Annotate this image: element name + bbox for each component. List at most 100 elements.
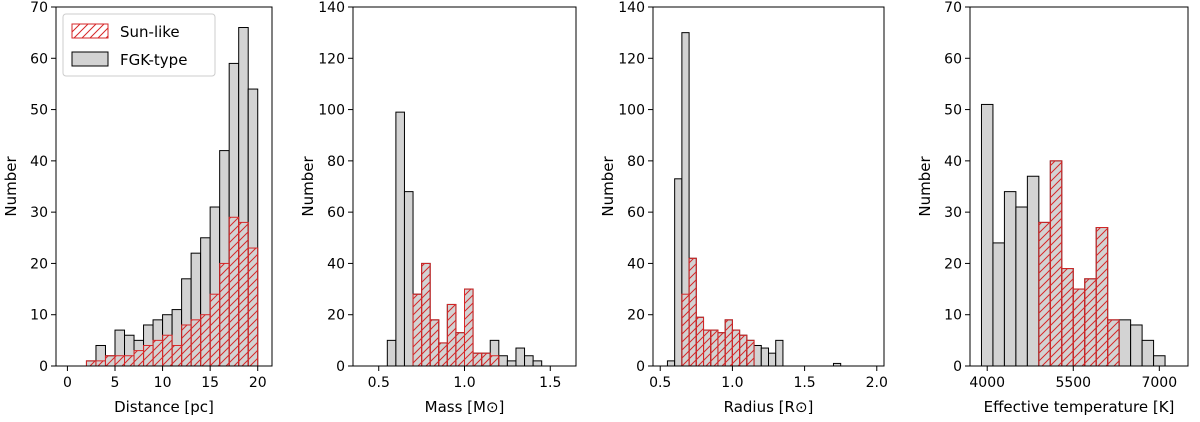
bar-sun-like-mass-5 — [429, 319, 440, 367]
bar-sun-like-distance-15 — [228, 216, 240, 367]
x-tick-label-mass-1: 1.0 — [453, 375, 475, 391]
y-tick-label-radius-4: 80 — [627, 154, 645, 170]
bar-sun-like-radius-5 — [703, 329, 712, 367]
bar-sun-like-radius-8 — [724, 319, 733, 367]
legend-label-sun-like: Sun-like — [120, 23, 180, 41]
bar-sun-like-teff-6 — [1049, 160, 1063, 367]
bar-fgk-radius-14 — [768, 352, 777, 367]
bar-fgk-mass-0 — [386, 339, 397, 367]
x-axis-label-distance: Distance [pc] — [114, 398, 214, 416]
bar-sun-like-radius-2 — [681, 293, 690, 367]
bar-fgk-teff-3 — [1015, 206, 1028, 367]
y-tick-label-radius-7: 140 — [618, 0, 645, 16]
y-tick-label-distance-3: 30 — [30, 205, 48, 221]
x-tick-label-teff-2: 7000 — [1141, 375, 1177, 391]
x-tick-label-distance-2: 10 — [154, 375, 172, 391]
x-axis-label-mass: Mass [M⊙] — [425, 398, 505, 416]
bar-fgk-radius-1 — [674, 178, 683, 367]
x-tick-label-radius-0: 0.5 — [649, 375, 671, 391]
y-tick-label-radius-6: 120 — [618, 51, 645, 67]
y-axis-label-distance: Number — [2, 156, 20, 217]
x-tick-label-radius-1: 1.0 — [721, 375, 743, 391]
bar-fgk-teff-4 — [1026, 175, 1040, 367]
bar-fgk-teff-15 — [1153, 355, 1166, 367]
bar-fgk-teff-12 — [1118, 319, 1132, 367]
y-tick-label-radius-5: 100 — [618, 103, 645, 119]
bar-sun-like-mass-10 — [472, 352, 483, 367]
bar-sun-like-distance-1 — [95, 360, 106, 367]
axes-frame-radius — [652, 6, 885, 367]
x-tick-label-distance-1: 5 — [111, 375, 120, 391]
panel-mass: 0.5 1.0 1.5 0 20 40 60 80 100 120 140 Mass [M⊙] Numb… — [299, 0, 577, 416]
bar-fgk-mass-14 — [506, 360, 517, 367]
y-tick-label-teff-3: 30 — [944, 205, 962, 221]
bar-fgk-radius-0 — [666, 360, 676, 367]
bar-fgk-radius-15 — [775, 339, 784, 367]
panel-radius: 0.5 1.0 1.5 2.0 0 20 40 60 80 100 120 140 Radius [R⊙… — [599, 0, 888, 416]
bar-sun-like-mass-4 — [421, 262, 431, 367]
bar-sun-like-radius-6 — [710, 329, 719, 367]
y-tick-label-mass-4: 80 — [327, 154, 345, 170]
bar-sun-like-distance-5 — [133, 350, 145, 367]
bar-fgk-teff-1 — [992, 242, 1005, 367]
panel-teff: 4000 5500 7000 0 10 20 30 40 50 60 70 Effective tem… — [916, 0, 1189, 416]
bar-sun-like-distance-17 — [247, 247, 259, 367]
bar-sun-like-radius-9 — [731, 329, 741, 367]
y-tick-label-radius-0: 0 — [636, 359, 645, 375]
bar-sun-like-distance-12 — [200, 314, 211, 367]
bar-fgk-mass-13 — [498, 355, 508, 367]
bar-sun-like-mass-11 — [481, 352, 491, 367]
x-axis-label-teff: Effective temperature [K] — [984, 398, 1175, 416]
bar-fgk-teff-0 — [980, 103, 994, 367]
bar-sun-like-mass-8 — [455, 332, 465, 367]
bar-sun-like-teff-9 — [1084, 278, 1097, 367]
bar-sun-like-mass-6 — [438, 342, 448, 367]
bar-sun-like-distance-16 — [238, 221, 249, 367]
bar-sun-like-mass-7 — [446, 303, 457, 367]
y-tick-label-teff-1: 10 — [944, 308, 962, 324]
y-tick-label-mass-7: 140 — [318, 0, 345, 16]
x-tick-label-radius-2: 1.5 — [793, 375, 815, 391]
x-tick-label-teff-1: 5500 — [1055, 375, 1091, 391]
bar-fgk-teff-2 — [1003, 191, 1017, 367]
x-tick-label-distance-0: 0 — [63, 375, 72, 391]
bar-fgk-radius-13 — [760, 347, 769, 367]
bar-sun-like-mass-3 — [412, 293, 423, 367]
x-tick-label-teff-0: 4000 — [969, 375, 1005, 391]
bar-sun-like-distance-4 — [124, 355, 135, 367]
bar-sun-like-distance-11 — [190, 319, 202, 367]
bar-fgk-mass-15 — [515, 347, 526, 367]
y-tick-label-mass-2: 40 — [327, 256, 345, 272]
y-tick-label-teff-4: 40 — [944, 154, 962, 170]
x-tick-label-mass-0: 0.5 — [368, 375, 390, 391]
y-tick-label-distance-2: 20 — [30, 256, 48, 272]
bar-sun-like-radius-4 — [695, 316, 705, 367]
bar-sun-like-radius-7 — [717, 332, 726, 367]
y-tick-label-radius-3: 60 — [627, 205, 645, 221]
bar-fgk-radius-12 — [753, 344, 762, 367]
bar-fgk-mass-2 — [403, 191, 414, 367]
bar-sun-like-distance-0 — [85, 360, 97, 367]
bar-fgk-teff-14 — [1141, 339, 1155, 367]
bar-sun-like-distance-3 — [114, 355, 126, 367]
bar-sun-like-mass-9 — [464, 288, 474, 367]
bar-fgk-mass-17 — [532, 360, 543, 367]
bar-sun-like-distance-13 — [209, 293, 221, 367]
y-tick-label-radius-1: 20 — [627, 308, 645, 324]
y-tick-label-mass-6: 120 — [318, 51, 345, 67]
legend-swatch-sun-like — [71, 23, 109, 39]
legend-swatch-fgk-type — [71, 51, 109, 67]
bar-fgk-teff-13 — [1130, 324, 1143, 367]
x-axis-label-radius: Radius [R⊙] — [724, 398, 814, 416]
bar-sun-like-radius-11 — [746, 339, 755, 367]
y-tick-label-mass-5: 100 — [318, 103, 345, 119]
bar-sun-like-teff-5 — [1038, 221, 1051, 367]
x-tick-label-distance-4: 20 — [249, 375, 267, 391]
y-tick-label-teff-7: 70 — [944, 0, 962, 16]
y-axis-label-mass: Number — [299, 156, 317, 217]
bar-sun-like-distance-6 — [143, 344, 154, 367]
legend: Sun-like FGK-type — [62, 13, 216, 77]
bar-fgk-mass-16 — [524, 355, 534, 367]
